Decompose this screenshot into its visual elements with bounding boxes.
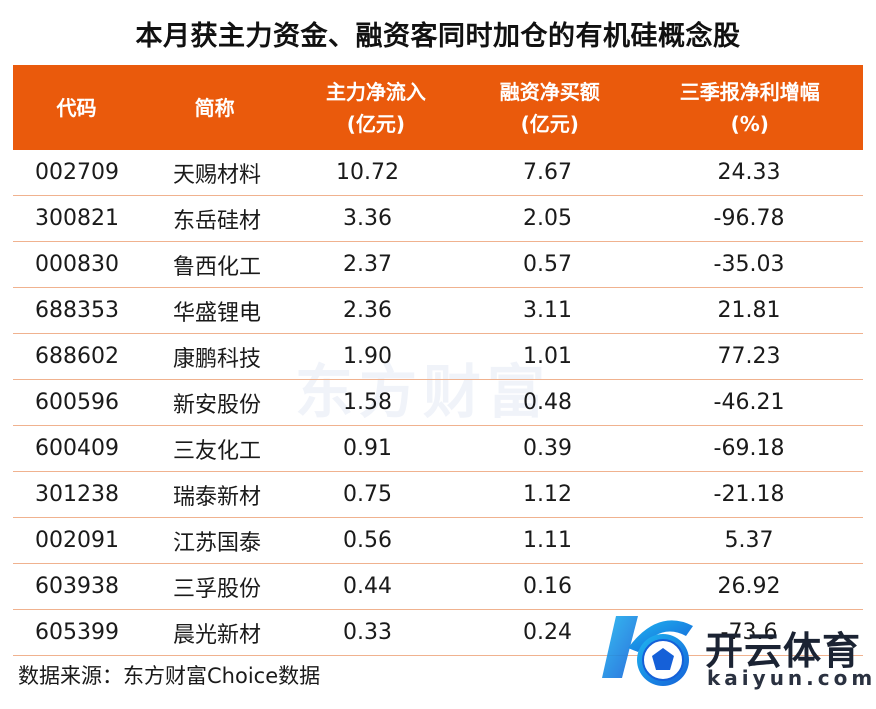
cell-name: 三孚股份 — [173, 576, 262, 602]
logo-text: 开云体育 — [705, 629, 862, 673]
cell-q3-growth: 5.37 — [724, 528, 774, 553]
table-row: 300821 东岳硅材 3.36 2.05 -96.78 — [13, 196, 863, 242]
header-main-inflow: 主力净流入 (亿元) — [325, 79, 426, 136]
cell-name: 新安股份 — [173, 392, 262, 418]
cell-main-inflow: 1.58 — [343, 390, 392, 415]
cell-main-inflow: 2.37 — [343, 252, 392, 277]
cell-main-inflow: 0.44 — [343, 574, 392, 599]
table-row: 688353 华盛锂电 2.36 3.11 21.81 — [13, 288, 863, 334]
header-code: 代码 — [56, 95, 97, 120]
cell-code: 600409 — [35, 436, 119, 461]
cell-name: 江苏国泰 — [173, 530, 262, 556]
cell-q3-growth: -35.03 — [713, 252, 785, 277]
cell-code: 605399 — [35, 620, 119, 645]
cell-margin-buy: 0.24 — [523, 620, 572, 645]
cell-code: 002091 — [35, 528, 119, 553]
table-row: 600596 新安股份 1.58 0.48 -46.21 — [13, 380, 863, 426]
header-name: 简称 — [194, 95, 235, 120]
cell-q3-growth: -96.78 — [713, 206, 785, 231]
header-q3-growth: 三季报净利增幅 (%) — [679, 79, 820, 136]
cell-code: 688602 — [35, 344, 119, 369]
table-row: 301238 瑞泰新材 0.75 1.12 -21.18 — [13, 472, 863, 518]
cell-name: 鲁西化工 — [173, 254, 262, 280]
cell-margin-buy: 7.67 — [523, 160, 572, 185]
cell-code: 603938 — [35, 574, 119, 599]
table-header: 代码 简称 主力净流入 (亿元) 融资净买额 (亿元) 三季报净利增幅 (%) — [13, 65, 863, 150]
cell-name: 东岳硅材 — [173, 208, 262, 234]
cell-margin-buy: 1.12 — [523, 482, 572, 507]
cell-main-inflow: 0.91 — [343, 436, 392, 461]
cell-margin-buy: 1.11 — [523, 528, 572, 553]
cell-name: 晨光新材 — [173, 622, 262, 648]
cell-code: 600596 — [35, 390, 119, 415]
cell-main-inflow: 10.72 — [336, 160, 399, 185]
cell-margin-buy: 0.57 — [523, 252, 572, 277]
cell-code: 300821 — [35, 206, 119, 231]
cell-name: 天赐材料 — [173, 162, 262, 188]
cell-name: 华盛锂电 — [173, 300, 262, 326]
data-source-note: 数据来源：东方财富Choice数据 — [18, 664, 321, 688]
logo-url: kaiyun.com — [707, 666, 876, 690]
table-row: 603938 三孚股份 0.44 0.16 26.92 — [13, 564, 863, 610]
cell-q3-growth: -46.21 — [713, 390, 785, 415]
watermark: 东方财富 — [295, 358, 552, 426]
cell-code: 688353 — [35, 298, 119, 323]
cell-q3-growth: 21.81 — [717, 298, 781, 323]
cell-main-inflow: 0.56 — [343, 528, 392, 553]
cell-q3-growth: -21.18 — [713, 482, 785, 507]
cell-q3-growth: 24.33 — [717, 160, 781, 185]
cell-name: 康鹏科技 — [173, 346, 262, 372]
cell-margin-buy: 0.48 — [523, 390, 572, 415]
cell-main-inflow: 2.36 — [343, 298, 392, 323]
cell-q3-growth: 26.92 — [717, 574, 781, 599]
table-row: 002709 天赐材料 10.72 7.67 24.33 — [13, 150, 863, 196]
cell-code: 000830 — [35, 252, 119, 277]
cell-margin-buy: 0.16 — [523, 574, 572, 599]
cell-margin-buy: 3.11 — [523, 298, 572, 323]
cell-q3-growth: -69.18 — [713, 436, 785, 461]
data-table: 代码 简称 主力净流入 (亿元) 融资净买额 (亿元) 三季报净利增幅 (%) 002… — [13, 65, 863, 656]
cell-main-inflow: 0.33 — [343, 620, 392, 645]
cell-margin-buy: 1.01 — [523, 344, 572, 369]
cell-main-inflow: 1.90 — [343, 344, 392, 369]
table-row: 605399 晨光新材 0.33 0.24 -73.6 — [13, 610, 863, 656]
cell-q3-growth: 77.23 — [717, 344, 781, 369]
cell-name: 三友化工 — [173, 438, 262, 464]
header-margin-buy: 融资净买额 (亿元) — [499, 79, 600, 136]
table-body: 002709 天赐材料 10.72 7.67 24.33 300821 东岳硅材 3.36 2.… — [13, 150, 863, 656]
cell-main-inflow: 0.75 — [343, 482, 392, 507]
table-row: 600409 三友化工 0.91 0.39 -69.18 — [13, 426, 863, 472]
cell-margin-buy: 2.05 — [523, 206, 572, 231]
cell-main-inflow: 3.36 — [343, 206, 392, 231]
cell-margin-buy: 0.39 — [523, 436, 572, 461]
kaiyun-ball-logo-icon — [602, 616, 693, 686]
table-row: 688602 康鹏科技 1.90 1.01 77.23 — [13, 334, 863, 380]
page-title: 本月获主力资金、融资客同时加仓的有机硅概念股 — [135, 21, 741, 52]
cell-code: 301238 — [35, 482, 119, 507]
table-row: 002091 江苏国泰 0.56 1.11 5.37 — [13, 518, 863, 564]
cell-q3-growth: -73.6 — [720, 620, 778, 645]
cell-name: 瑞泰新材 — [173, 484, 262, 510]
table-row: 000830 鲁西化工 2.37 0.57 -35.03 — [13, 242, 863, 288]
cell-code: 002709 — [35, 160, 119, 185]
